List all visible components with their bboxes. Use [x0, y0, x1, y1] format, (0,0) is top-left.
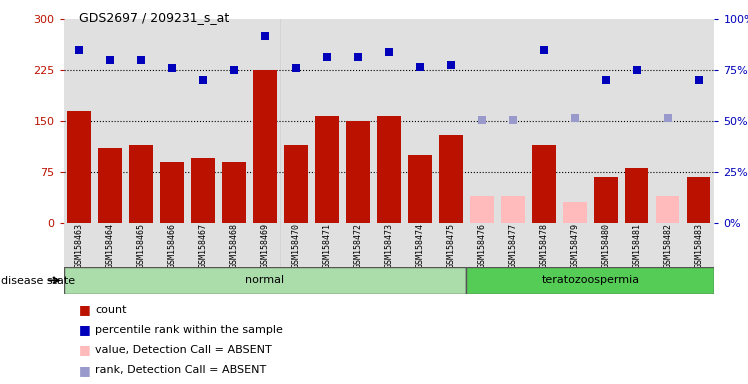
Text: GSM158463: GSM158463 — [75, 223, 84, 268]
Text: ■: ■ — [79, 323, 91, 336]
Text: ■: ■ — [79, 343, 91, 356]
Text: rank, Detection Call = ABSENT: rank, Detection Call = ABSENT — [95, 365, 266, 375]
Bar — [563, 202, 586, 223]
Bar — [467, 223, 497, 267]
Text: GSM158479: GSM158479 — [571, 223, 580, 268]
Bar — [467, 267, 714, 294]
Text: GSM158468: GSM158468 — [230, 223, 239, 268]
Bar — [280, 19, 311, 223]
Bar — [373, 223, 405, 267]
Bar — [435, 223, 467, 267]
Text: GSM158472: GSM158472 — [354, 223, 363, 268]
Bar — [560, 19, 590, 223]
Text: disease state: disease state — [1, 276, 75, 286]
Text: GDS2697 / 209231_s_at: GDS2697 / 209231_s_at — [79, 12, 229, 25]
Bar — [67, 111, 91, 223]
Text: count: count — [95, 305, 126, 314]
Bar — [188, 19, 218, 223]
Text: GSM158471: GSM158471 — [322, 223, 331, 268]
Bar — [684, 223, 714, 267]
Bar — [405, 19, 435, 223]
Bar — [343, 19, 373, 223]
Bar — [656, 195, 679, 223]
Bar — [64, 267, 467, 294]
Bar — [405, 223, 435, 267]
Bar — [250, 19, 280, 223]
Text: GSM158483: GSM158483 — [694, 223, 703, 268]
Bar — [64, 19, 94, 223]
Bar — [160, 162, 184, 223]
Bar — [99, 148, 122, 223]
Text: GSM158466: GSM158466 — [168, 223, 177, 268]
Text: percentile rank within the sample: percentile rank within the sample — [95, 325, 283, 335]
Bar — [250, 223, 280, 267]
Bar — [625, 169, 649, 223]
Bar — [346, 121, 370, 223]
Bar — [467, 19, 497, 223]
Text: GSM158475: GSM158475 — [447, 223, 456, 268]
Bar — [497, 19, 528, 223]
Bar — [126, 223, 156, 267]
Text: GSM158476: GSM158476 — [477, 223, 486, 268]
Bar — [188, 223, 218, 267]
Bar — [528, 223, 560, 267]
Bar — [622, 19, 652, 223]
Text: normal: normal — [245, 275, 284, 285]
Bar — [316, 116, 339, 223]
Bar — [129, 145, 153, 223]
Bar — [126, 19, 156, 223]
Text: GSM158470: GSM158470 — [292, 223, 301, 268]
Text: GSM158482: GSM158482 — [663, 223, 672, 268]
Bar — [528, 19, 560, 223]
Text: GSM158478: GSM158478 — [539, 223, 548, 268]
Text: teratozoospermia: teratozoospermia — [542, 275, 640, 285]
Bar — [622, 223, 652, 267]
Bar — [156, 223, 188, 267]
Bar — [560, 223, 590, 267]
Text: value, Detection Call = ABSENT: value, Detection Call = ABSENT — [95, 345, 272, 355]
Bar — [280, 223, 311, 267]
Bar — [590, 223, 622, 267]
Bar — [684, 19, 714, 223]
Text: GSM158469: GSM158469 — [260, 223, 269, 268]
Bar — [435, 19, 467, 223]
Text: GSM158467: GSM158467 — [198, 223, 207, 268]
Bar — [590, 19, 622, 223]
Bar — [311, 19, 343, 223]
Bar — [343, 223, 373, 267]
Bar — [533, 145, 556, 223]
Text: GSM158464: GSM158464 — [105, 223, 114, 268]
Bar — [218, 223, 250, 267]
Bar — [156, 19, 188, 223]
Bar — [652, 19, 684, 223]
Bar — [377, 116, 401, 223]
Bar — [222, 162, 245, 223]
Bar — [652, 223, 684, 267]
Text: GSM158481: GSM158481 — [632, 223, 641, 268]
Text: GSM158477: GSM158477 — [509, 223, 518, 268]
Text: GSM158480: GSM158480 — [601, 223, 610, 268]
Text: GSM158473: GSM158473 — [384, 223, 393, 268]
Bar — [94, 19, 126, 223]
Bar — [64, 223, 94, 267]
Text: GSM158474: GSM158474 — [415, 223, 424, 268]
Bar — [687, 177, 711, 223]
Bar — [191, 158, 215, 223]
Bar — [497, 223, 528, 267]
Bar — [218, 19, 250, 223]
Text: ■: ■ — [79, 364, 91, 377]
Bar — [439, 134, 462, 223]
Bar — [254, 70, 277, 223]
Bar — [501, 195, 524, 223]
Bar — [408, 155, 432, 223]
Bar — [284, 145, 307, 223]
Bar — [373, 19, 405, 223]
Text: ■: ■ — [79, 303, 91, 316]
Bar — [311, 223, 343, 267]
Text: GSM158465: GSM158465 — [137, 223, 146, 268]
Bar — [94, 223, 126, 267]
Bar — [594, 177, 618, 223]
Bar — [470, 195, 494, 223]
